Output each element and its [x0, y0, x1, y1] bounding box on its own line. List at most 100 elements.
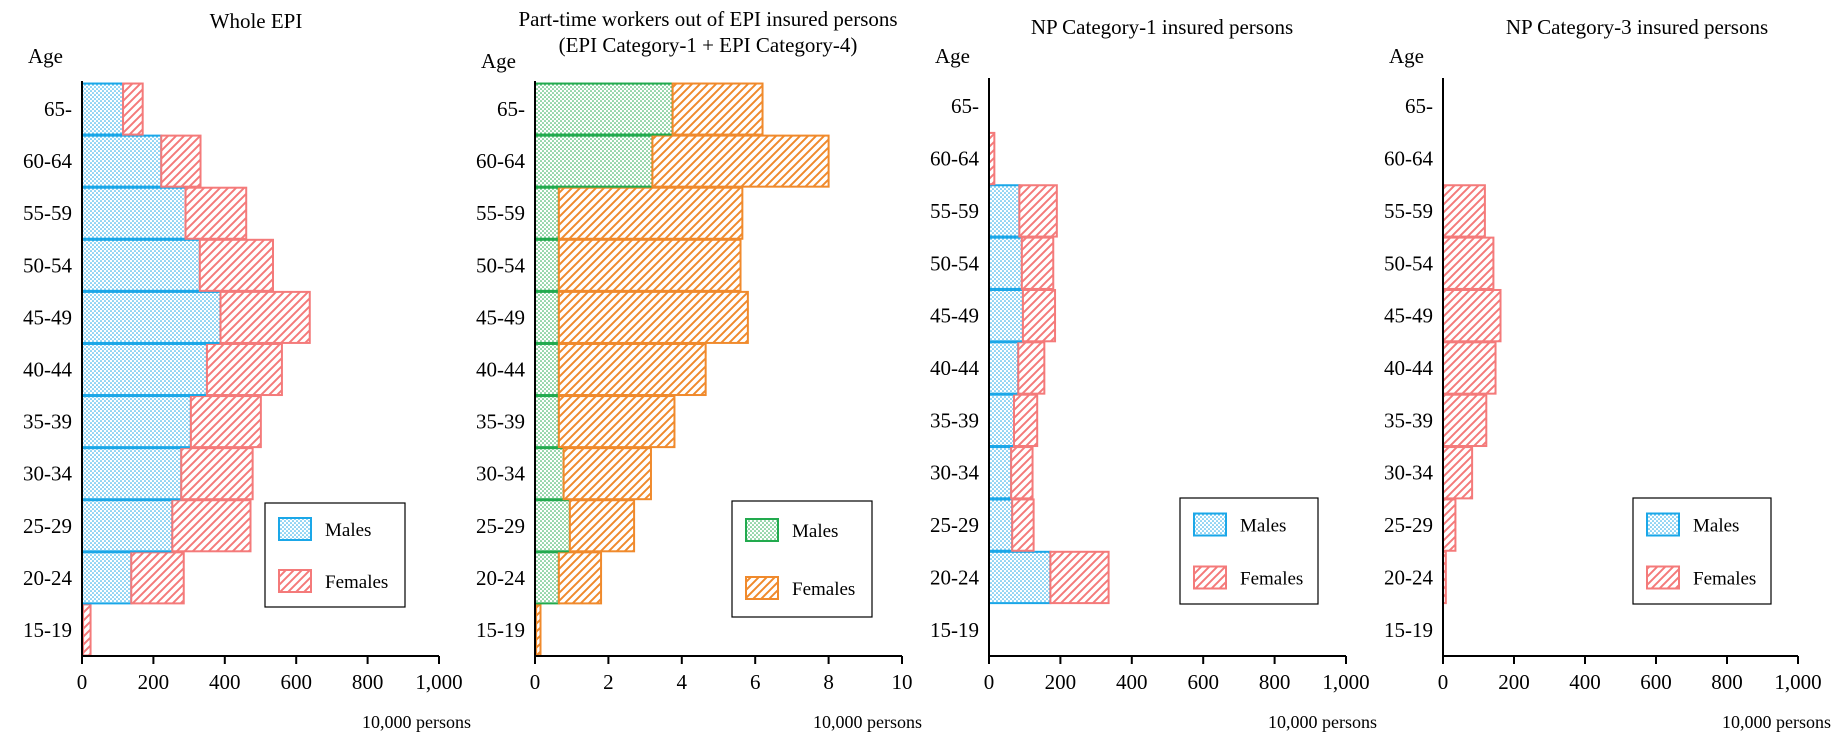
bar-females-65- [671, 82, 764, 136]
legend-swatch-females [1193, 565, 1227, 590]
bar-males-60-64 [534, 134, 654, 188]
x-tick-label: 0 [984, 670, 995, 694]
age-tick-label: 45-49 [23, 305, 72, 329]
legend-label-females: Females [325, 572, 388, 593]
y-axis-label: Age [1389, 44, 1424, 68]
x-tick-label: 4 [677, 670, 688, 694]
age-tick-label: 25-29 [476, 514, 525, 538]
bar-males-35-39 [81, 395, 192, 449]
bar-males-65- [81, 82, 125, 136]
legend-label-males: Males [1693, 516, 1739, 537]
age-tick-label: 20-24 [1384, 565, 1433, 589]
legend: Males Females [264, 502, 406, 608]
age-tick-label: 25-29 [1384, 513, 1433, 537]
age-tick-label: 55-59 [1384, 199, 1433, 223]
x-tick-label: 8 [823, 670, 834, 694]
bar-males-30-34 [534, 447, 565, 501]
x-tick-label: 1,000 [1774, 670, 1821, 694]
age-tick-label: 40-44 [476, 358, 525, 382]
bar-males-55-59 [81, 186, 187, 240]
x-tick-label: 400 [1569, 670, 1601, 694]
bar-females-45-49 [557, 290, 749, 344]
x-tick-label: 600 [1640, 670, 1672, 694]
legend-swatch-females [745, 576, 779, 600]
age-tick-label: 15-19 [23, 618, 72, 642]
legend-swatch-females [1646, 565, 1680, 590]
age-tick-label: 15-19 [1384, 618, 1433, 642]
bar-males-45-49 [988, 288, 1024, 343]
age-tick-label: 40-44 [1384, 356, 1433, 380]
bar-males-30-34 [988, 446, 1013, 500]
age-tick-label: 25-29 [930, 513, 979, 537]
age-tick-label: 15-19 [476, 618, 525, 642]
age-tick-label: 30-34 [1384, 461, 1433, 485]
chart-title: NP Category-1 insured persons [1031, 15, 1293, 39]
legend-swatch-males [1193, 512, 1227, 537]
age-tick-label: 35-39 [476, 410, 525, 434]
bar-females-35-39 [189, 395, 262, 449]
x-tick-label: 10 [892, 670, 913, 694]
bar-females-45-49 [219, 290, 311, 344]
legend-swatch-males [278, 517, 312, 541]
bar-males-40-44 [534, 342, 560, 397]
bar-males-25-29 [534, 499, 571, 553]
bar-females-35-39 [1012, 393, 1039, 448]
x-tick-label: 0 [530, 670, 541, 694]
x-tick-label: 1,000 [415, 670, 462, 694]
bar-males-25-29 [81, 499, 174, 553]
chart-title: Whole EPI [210, 9, 303, 33]
bar-females-55-59 [1018, 184, 1058, 238]
legend-label-females: Females [1240, 569, 1303, 590]
bar-females-50-54 [1020, 236, 1055, 290]
bar-males-65- [534, 82, 674, 136]
legend: Males Females [1632, 497, 1772, 605]
bar-females-40-44 [557, 342, 707, 397]
x-tick-label: 200 [138, 670, 170, 694]
bar-males-45-49 [534, 290, 560, 344]
age-tick-label: 15-19 [930, 618, 979, 642]
y-axis-label: Age [481, 49, 516, 73]
bar-females-50-54 [198, 238, 274, 292]
age-tick-label: 65- [1405, 94, 1433, 118]
age-tick-label: 55-59 [476, 201, 525, 225]
x-tick-label: 1,000 [1322, 670, 1369, 694]
bar-females-50-54 [1442, 236, 1495, 290]
x-axis-label: 10,000 persons [362, 712, 471, 732]
age-tick-label: 20-24 [930, 565, 979, 589]
age-tick-label: 40-44 [23, 358, 72, 382]
bar-males-55-59 [534, 186, 560, 240]
age-tick-label: 40-44 [930, 356, 979, 380]
age-tick-label: 30-34 [23, 462, 72, 486]
x-tick-label: 200 [1498, 670, 1530, 694]
bar-females-30-34 [1010, 446, 1034, 500]
x-tick-label: 2 [603, 670, 614, 694]
bar-females-15-19 [82, 603, 92, 657]
age-tick-label: 60-64 [930, 147, 979, 171]
bar-females-60-64 [651, 134, 830, 188]
bar-females-20-24 [1049, 550, 1110, 605]
x-tick-label: 200 [1045, 670, 1077, 694]
x-tick-label: 800 [1711, 670, 1743, 694]
legend-swatch-males [745, 518, 779, 542]
age-tick-label: 60-64 [23, 149, 72, 173]
bar-females-40-44 [1017, 341, 1046, 395]
age-tick-label: 50-54 [476, 253, 525, 277]
age-tick-label: 65- [497, 97, 525, 121]
bar-females-25-29 [1442, 498, 1457, 552]
bar-males-25-29 [988, 498, 1014, 552]
bar-females-25-29 [1011, 498, 1035, 552]
chart-panel-4: NP Category-3 insured persons Age 15-19 20-… [1384, 15, 1831, 732]
age-tick-label: 60-64 [476, 149, 525, 173]
age-tick-label: 35-39 [23, 410, 72, 434]
bar-females-45-49 [1021, 288, 1057, 343]
chart-panel-1: Whole EPI Age 15-19 20-24 25-29 30-34 35-39 40-… [23, 9, 471, 732]
age-tick-label: 50-54 [930, 251, 979, 275]
age-tick-label: 50-54 [23, 253, 72, 277]
bar-males-30-34 [81, 447, 183, 501]
bar-males-55-59 [988, 184, 1021, 238]
bar-females-30-34 [1442, 446, 1474, 500]
bar-females-25-29 [568, 499, 636, 553]
chart-title: NP Category-3 insured persons [1506, 15, 1768, 39]
age-tick-label: 30-34 [476, 462, 525, 486]
